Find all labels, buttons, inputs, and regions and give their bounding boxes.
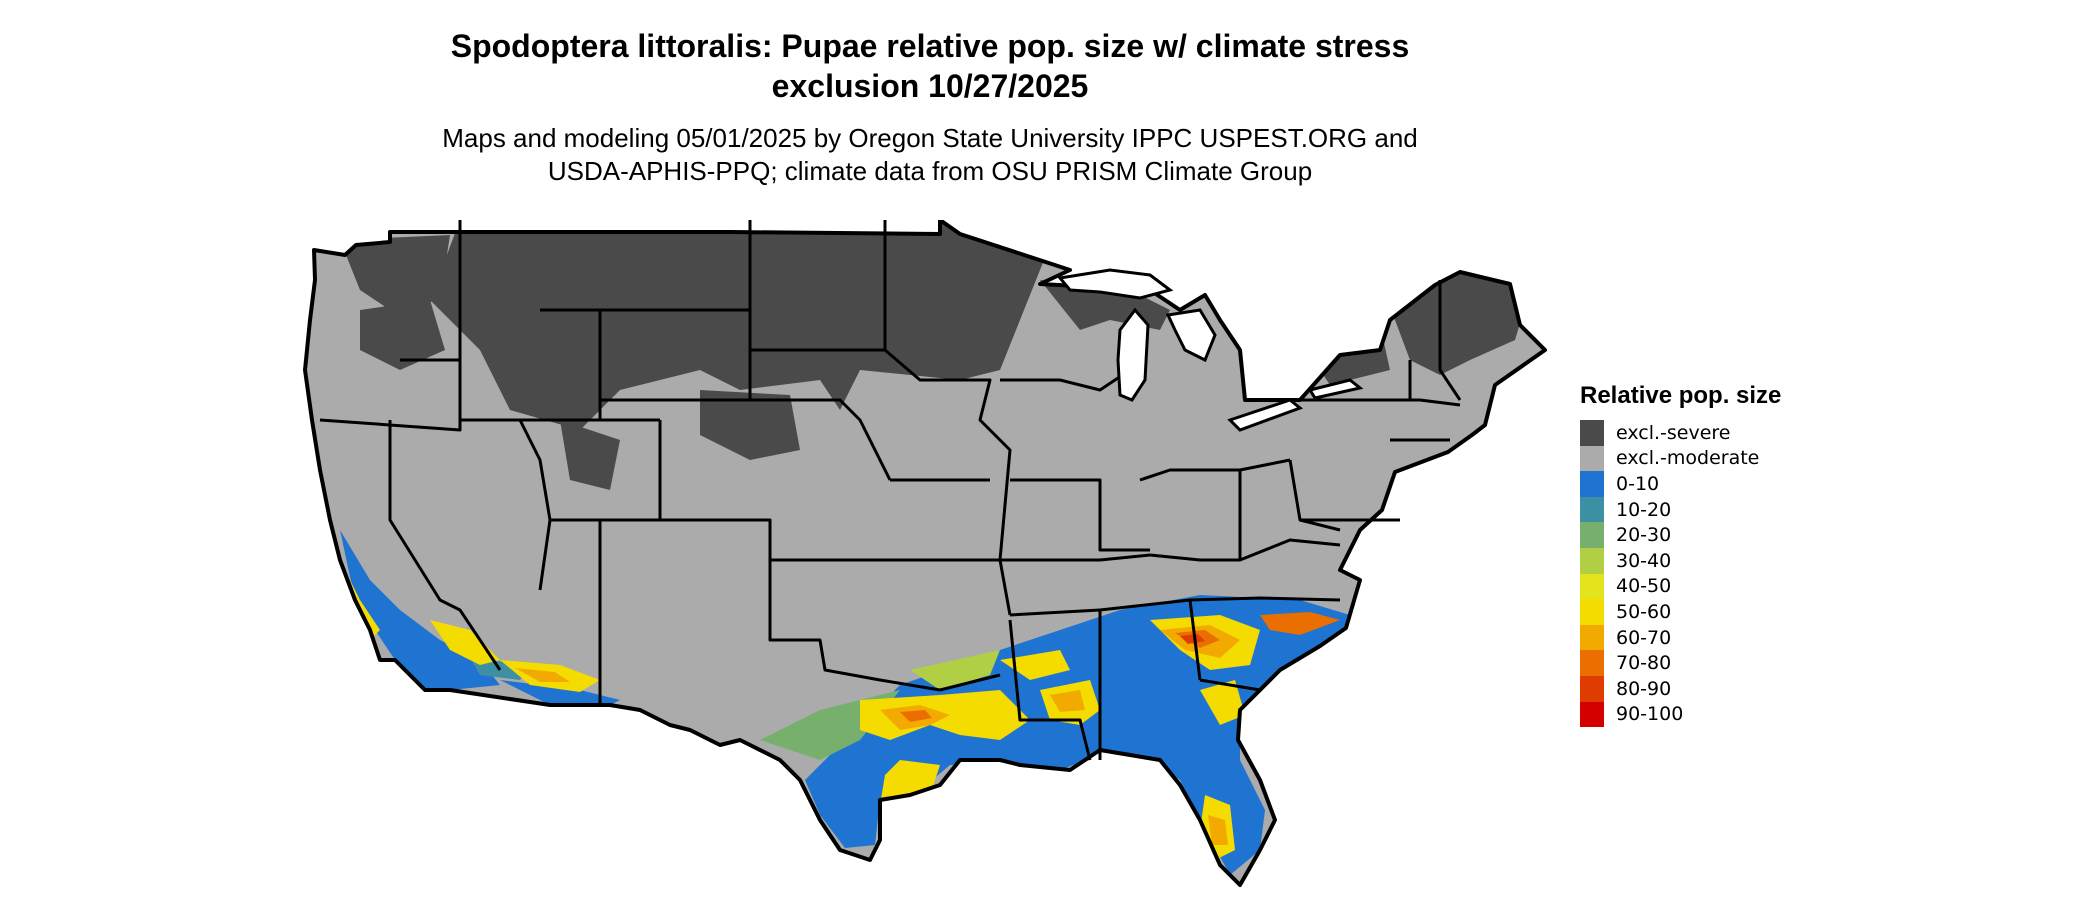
legend-label: 30-40 bbox=[1616, 549, 1672, 572]
legend-label: 50-60 bbox=[1616, 600, 1672, 623]
legend-item: excl.-moderate bbox=[1580, 445, 1760, 472]
legend-label: excl.-moderate bbox=[1616, 447, 1760, 470]
legend-item: 0-10 bbox=[1580, 471, 1759, 497]
lake-superior bbox=[1057, 268, 1174, 300]
legend-item: 20-30 bbox=[1580, 522, 1759, 548]
lake-erie bbox=[1227, 398, 1304, 432]
lake-michigan bbox=[1116, 307, 1150, 402]
legend-item: 80-90 bbox=[1580, 675, 1759, 702]
legend-label: 0-10 bbox=[1616, 472, 1660, 495]
legend-item: 50-60 bbox=[1580, 599, 1759, 625]
great-lakes bbox=[1057, 268, 1364, 432]
lake-ontario bbox=[1307, 378, 1364, 400]
legend-swatch bbox=[1580, 624, 1604, 651]
legend-swatch bbox=[1580, 445, 1604, 472]
legend: excl.-severe excl.-moderate 0-10 10-20 20-30… bbox=[1580, 420, 1760, 728]
state-boundaries bbox=[319, 220, 1462, 761]
legend-label: 40-50 bbox=[1616, 575, 1672, 598]
legend-swatch bbox=[1580, 522, 1604, 548]
legend-title: Relative pop. size bbox=[1580, 382, 1782, 409]
legend-item: 70-80 bbox=[1580, 650, 1759, 676]
legend-label: excl.-severe bbox=[1616, 421, 1731, 444]
map-subtitle-line1: Maps and modeling 05/01/2025 by Oregon S… bbox=[442, 123, 1418, 153]
legend-swatch bbox=[1580, 420, 1604, 446]
map-title-line2: exclusion 10/27/2025 bbox=[771, 68, 1089, 104]
us-map bbox=[303, 220, 1547, 887]
legend-item: 40-50 bbox=[1580, 573, 1759, 600]
legend-item: excl.-severe bbox=[1580, 420, 1759, 446]
legend-item: 10-20 bbox=[1580, 496, 1759, 523]
map-title-line1: Spodoptera littoralis: Pupae relative po… bbox=[450, 28, 1410, 64]
legend-label: 10-20 bbox=[1616, 498, 1672, 521]
map-subtitle-line2: USDA-APHIS-PPQ; climate data from OSU PR… bbox=[547, 156, 1313, 186]
legend-item: 30-40 bbox=[1580, 547, 1759, 574]
legend-swatch bbox=[1580, 471, 1604, 497]
legend-item: 60-70 bbox=[1580, 624, 1759, 651]
legend-swatch bbox=[1580, 599, 1604, 625]
legend-swatch bbox=[1580, 547, 1604, 574]
legend-swatch bbox=[1580, 675, 1604, 702]
legend-label: 70-80 bbox=[1616, 652, 1672, 675]
legend-label: 90-100 bbox=[1616, 703, 1684, 726]
legend-item: 90-100 bbox=[1580, 701, 1759, 728]
legend-label: 20-30 bbox=[1616, 524, 1672, 547]
legend-swatch bbox=[1580, 573, 1604, 600]
legend-swatch bbox=[1580, 650, 1604, 676]
legend-label: 60-70 bbox=[1616, 626, 1672, 649]
legend-swatch bbox=[1580, 701, 1604, 728]
legend-label: 80-90 bbox=[1616, 677, 1672, 700]
lake-huron bbox=[1165, 308, 1217, 363]
legend-swatch bbox=[1580, 496, 1604, 523]
